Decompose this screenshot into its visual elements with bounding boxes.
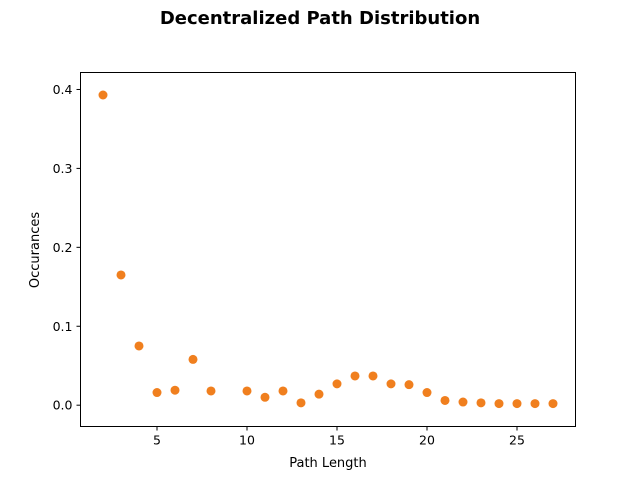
y-tick-label: 0.0 xyxy=(53,398,73,413)
data-point xyxy=(422,388,432,398)
data-point xyxy=(242,386,252,396)
x-tick-label: 15 xyxy=(329,433,345,448)
data-point xyxy=(476,398,486,408)
x-tick-label: 5 xyxy=(153,433,161,448)
data-point xyxy=(296,398,306,408)
data-point xyxy=(206,386,216,396)
data-point xyxy=(116,270,126,280)
data-point xyxy=(278,386,288,396)
data-point xyxy=(170,385,180,395)
data-point xyxy=(314,389,324,399)
plot-border xyxy=(80,72,576,427)
data-point xyxy=(494,399,504,409)
y-tick-label: 0.4 xyxy=(53,82,73,97)
data-point xyxy=(332,379,342,389)
data-point xyxy=(260,392,270,402)
y-tick-label: 0.3 xyxy=(53,161,73,176)
data-point xyxy=(404,380,414,390)
x-tick-label: 20 xyxy=(419,433,435,448)
data-point xyxy=(368,371,378,381)
data-point xyxy=(188,354,198,364)
y-tick-label: 0.2 xyxy=(53,240,73,255)
data-points xyxy=(98,90,558,409)
x-tick-label: 25 xyxy=(509,433,525,448)
x-axis: 5 10 15 20 25 xyxy=(153,426,525,448)
data-point xyxy=(386,379,396,389)
data-point xyxy=(350,371,360,381)
data-point xyxy=(548,399,558,409)
chart-title: Decentralized Path Distribution xyxy=(160,8,480,29)
data-point xyxy=(530,399,540,409)
y-tick-label: 0.1 xyxy=(53,319,73,334)
plot-area xyxy=(80,72,576,427)
data-point xyxy=(98,90,108,100)
data-point xyxy=(440,395,450,405)
data-point xyxy=(458,397,468,407)
y-axis: 0.0 0.1 0.2 0.3 0.4 xyxy=(53,82,81,413)
y-axis-label: Occurances xyxy=(28,212,43,288)
data-point xyxy=(134,341,144,351)
x-tick-label: 10 xyxy=(239,433,255,448)
data-point xyxy=(152,388,162,398)
data-point xyxy=(512,399,522,409)
x-axis-label: Path Length xyxy=(289,456,367,471)
